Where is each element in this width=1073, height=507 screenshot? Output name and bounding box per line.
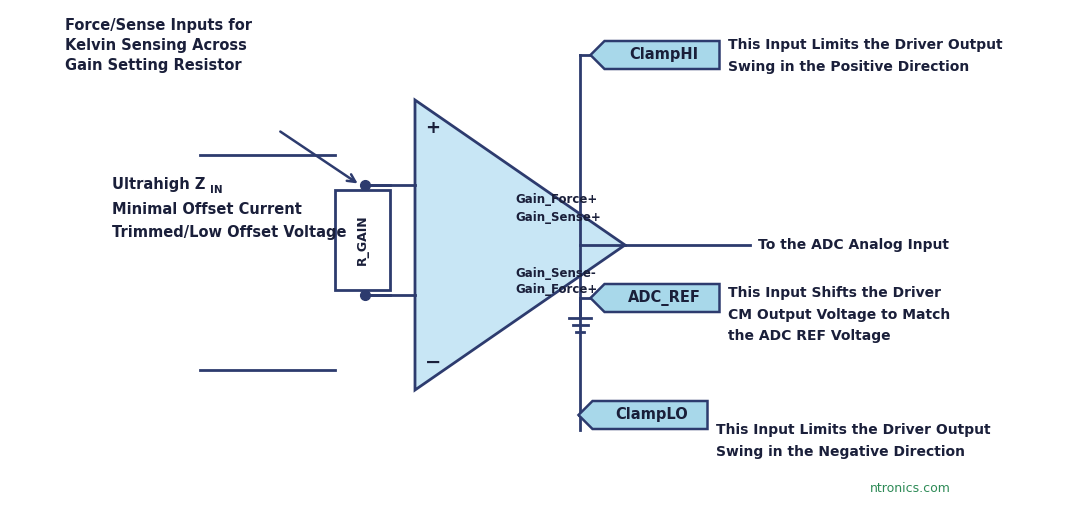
Polygon shape xyxy=(590,41,720,69)
Text: This Input Limits the Driver Output: This Input Limits the Driver Output xyxy=(716,423,990,437)
Text: Swing in the Negative Direction: Swing in the Negative Direction xyxy=(716,445,965,459)
Text: Gain_Sense-: Gain_Sense- xyxy=(515,267,596,279)
Text: Swing in the Positive Direction: Swing in the Positive Direction xyxy=(727,60,969,74)
Text: Minimal Offset Current: Minimal Offset Current xyxy=(112,202,302,218)
Text: Gain_Force+: Gain_Force+ xyxy=(515,194,598,206)
Text: CM Output Voltage to Match: CM Output Voltage to Match xyxy=(727,308,950,322)
Text: Gain_Sense+: Gain_Sense+ xyxy=(515,210,601,224)
Text: Gain Setting Resistor: Gain Setting Resistor xyxy=(65,58,241,73)
Text: Force/Sense Inputs for: Force/Sense Inputs for xyxy=(65,18,252,33)
Polygon shape xyxy=(578,401,707,429)
Text: This Input Shifts the Driver: This Input Shifts the Driver xyxy=(727,286,941,300)
Text: ClampHI: ClampHI xyxy=(630,48,699,62)
Polygon shape xyxy=(590,284,720,312)
Text: −: − xyxy=(425,352,441,372)
Text: Kelvin Sensing Across: Kelvin Sensing Across xyxy=(65,38,247,53)
Text: +: + xyxy=(426,119,441,137)
Text: Gain_Force+: Gain_Force+ xyxy=(515,283,598,297)
Text: ClampLO: ClampLO xyxy=(616,408,689,422)
Text: To the ADC Analog Input: To the ADC Analog Input xyxy=(758,238,949,252)
Polygon shape xyxy=(415,100,624,390)
Text: Ultrahigh Z: Ultrahigh Z xyxy=(112,177,205,193)
Text: R_GAIN: R_GAIN xyxy=(356,214,369,265)
Text: the ADC REF Voltage: the ADC REF Voltage xyxy=(727,329,891,343)
Text: ADC_REF: ADC_REF xyxy=(628,290,701,306)
FancyBboxPatch shape xyxy=(335,190,389,290)
Text: IN: IN xyxy=(210,185,222,195)
Text: Trimmed/Low Offset Voltage: Trimmed/Low Offset Voltage xyxy=(112,225,347,239)
Text: ntronics.com: ntronics.com xyxy=(870,482,951,494)
Text: This Input Limits the Driver Output: This Input Limits the Driver Output xyxy=(727,38,1002,52)
